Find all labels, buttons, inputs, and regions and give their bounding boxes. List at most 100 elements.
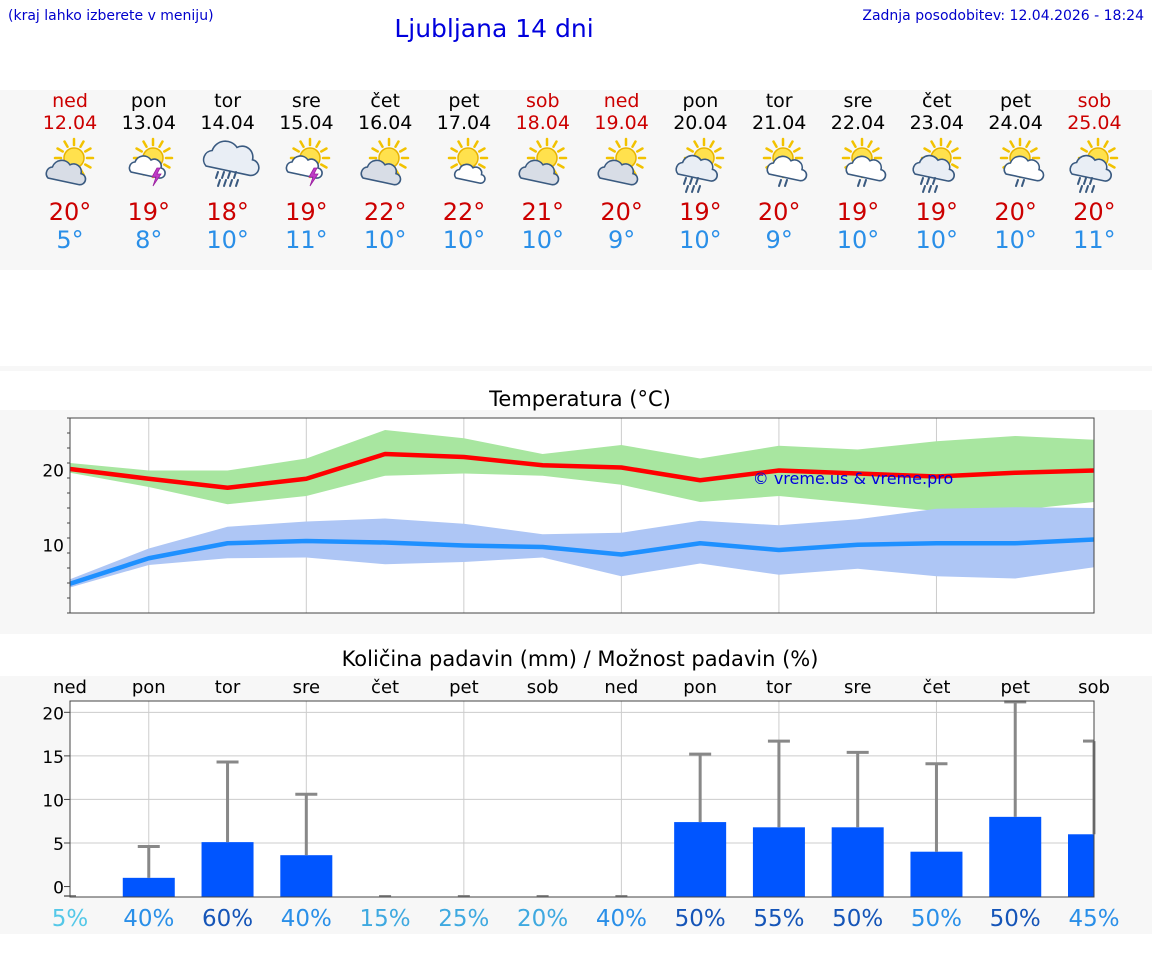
precip-y-tick-label: 10 — [42, 791, 64, 811]
precip-y-tick-label: 5 — [53, 835, 64, 855]
precip-day-label: tor — [215, 677, 241, 698]
day-name: sob — [1077, 90, 1112, 112]
min-temperature: 11° — [1073, 226, 1116, 254]
day-name: tor — [214, 90, 242, 112]
precip-y-tick-label: 0 — [53, 879, 64, 899]
precip-probability-label: 50% — [990, 906, 1041, 932]
precip-probability-label: 15% — [360, 906, 411, 932]
partly-cloudy-icon — [518, 137, 568, 186]
day-date: 13.04 — [121, 112, 176, 134]
precip-day-label: sre — [293, 677, 320, 698]
max-temperature: 19° — [836, 198, 880, 226]
watermark-credit: © vreme.us & vreme.pro — [753, 469, 954, 488]
precip-day-label: ned — [53, 677, 87, 698]
day-name: pon — [130, 90, 167, 112]
precip-day-label: pon — [683, 677, 717, 698]
min-temperature: 10° — [363, 226, 407, 254]
precip-probability-label: 5% — [52, 906, 89, 932]
sun-light-rain-icon — [841, 137, 887, 187]
max-temperature: 19° — [915, 198, 959, 226]
precip-probability-label: 50% — [832, 906, 883, 932]
precip-day-label: čet — [922, 677, 950, 698]
temp-y-tick-label: 20 — [42, 462, 64, 482]
precip-day-label: pet — [449, 677, 479, 698]
precip-probability-label: 60% — [202, 906, 253, 932]
day-date: 15.04 — [279, 112, 334, 134]
sun-light-rain-icon — [999, 137, 1044, 187]
max-temperature: 20° — [48, 198, 92, 226]
precip-probability-label: 55% — [753, 906, 804, 932]
min-temperature: 10° — [521, 226, 565, 254]
min-temperature: 9° — [765, 226, 793, 254]
page-title: Ljubljana 14 dni — [394, 14, 594, 43]
precip-probability-label: 45% — [1068, 906, 1119, 932]
max-temperature: 20° — [1073, 198, 1116, 226]
min-temperature: 10° — [206, 226, 249, 254]
min-temperature-line — [69, 537, 1095, 586]
min-temperature: 10° — [442, 226, 486, 254]
day-date: 20.04 — [673, 112, 728, 134]
day-date: 24.04 — [988, 112, 1043, 134]
partly-cloudy-icon — [360, 137, 410, 186]
day-name: ned — [603, 90, 640, 112]
day-name: pon — [682, 90, 719, 112]
precip-y-tick-label: 20 — [42, 704, 64, 724]
min-temperature: 10° — [994, 226, 1037, 254]
max-temperature: 19° — [679, 198, 722, 226]
sun-small-cloud-icon — [447, 137, 489, 184]
precip-day-label: pet — [1000, 677, 1030, 698]
max-temperature: 20° — [600, 198, 643, 226]
precip-probability-label: 50% — [911, 906, 962, 932]
day-date: 18.04 — [515, 112, 570, 134]
precip-probability-label: 40% — [596, 906, 647, 932]
last-update: Zadnja posodobitev: 12.04.2026 - 18:24 — [862, 8, 1144, 24]
day-name: čet — [370, 90, 400, 112]
precip-bar — [201, 842, 254, 897]
day-date: 12.04 — [42, 112, 98, 134]
min-temperature: 10° — [836, 226, 880, 254]
temp-y-tick-label: 10 — [42, 537, 64, 557]
day-name: pet — [448, 90, 480, 112]
day-name: sre — [843, 90, 873, 112]
precip-day-label: sob — [1078, 677, 1110, 698]
min-temperature: 10° — [915, 226, 959, 254]
day-name: čet — [922, 90, 952, 112]
min-temperature: 9° — [607, 226, 636, 254]
precip-day-label: čet — [371, 677, 399, 698]
menu-hint: (kraj lahko izberete v meniju) — [8, 8, 214, 24]
precip-bar — [122, 877, 175, 897]
precip-day-label: tor — [766, 677, 792, 698]
precip-probability-label: 40% — [281, 906, 332, 932]
precip-probability-label: 50% — [675, 906, 726, 932]
max-temperature: 19° — [127, 198, 171, 226]
precip-bar — [831, 827, 884, 897]
min-temperature: 5° — [56, 226, 84, 254]
sun-light-rain-icon — [762, 137, 808, 187]
sun-rain-icon — [1069, 137, 1119, 193]
sun-rain-icon — [912, 137, 962, 193]
day-name: sob — [526, 90, 560, 112]
day-date: 22.04 — [830, 112, 886, 134]
day-date: 19.04 — [594, 112, 649, 134]
max-temperature: 19° — [285, 198, 328, 226]
sun-thunder-icon — [286, 137, 331, 187]
partly-cloudy-icon — [45, 137, 95, 186]
max-temperature: 20° — [994, 198, 1037, 226]
precip-probability-label: 40% — [123, 906, 174, 932]
precip-day-label: sob — [527, 677, 559, 698]
precip-bar — [1068, 834, 1094, 897]
max-temperature-line — [69, 451, 1095, 490]
max-temperature: 21° — [521, 198, 565, 226]
day-name: pet — [999, 90, 1032, 112]
precip-probability-label: 25% — [438, 906, 489, 932]
separator-band — [0, 366, 1152, 371]
max-temperature: 22° — [363, 198, 407, 226]
precip-day-label: sre — [844, 677, 871, 698]
sun-rain-icon — [675, 137, 725, 193]
day-date: 21.04 — [751, 112, 807, 134]
day-date: 14.04 — [200, 112, 255, 134]
precip-day-label: pon — [132, 677, 166, 698]
precip-y-tick-label: 15 — [42, 748, 64, 768]
